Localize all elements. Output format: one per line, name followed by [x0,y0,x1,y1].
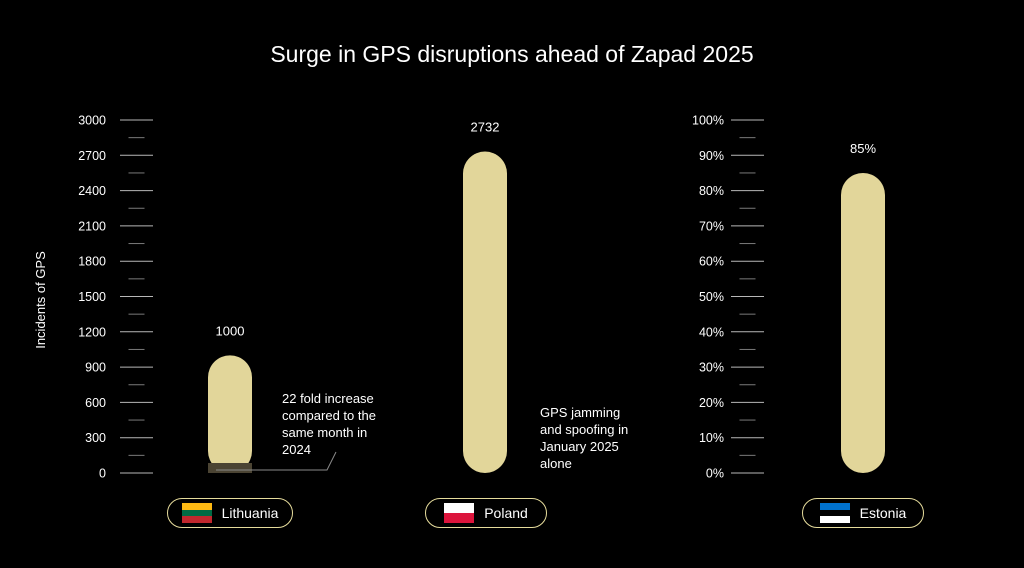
annotation-line: and spoofing in [540,422,628,437]
value-label-poland: 2732 [471,120,500,135]
lithuania-flag-stripe-3 [181,516,212,523]
left-axis-tick-label: 1800 [78,255,106,269]
country-pill-lithuania: Lithuania [167,498,293,528]
right-axis-tick-label: 40% [699,325,724,339]
left-axis-tick-label: 900 [85,361,106,375]
left-axis-tick-label: 3000 [78,114,106,128]
country-label-lithuania: Lithuania [221,505,279,521]
annotation-line: alone [540,456,572,471]
y-axis-label: Incidents of GPS [33,251,48,349]
bar-estonia [841,172,885,473]
annotation-line: GPS jamming [540,405,620,420]
value-label-lithuania: 1000 [216,323,245,338]
left-axis-tick-label: 2700 [78,149,106,163]
right-axis-tick-label: 70% [699,219,724,233]
estonia-flag-stripe-1 [819,503,850,510]
annotation-lithuania: 22 fold increase compared to the same mont… [282,391,376,457]
bar-lithuania [208,355,252,473]
bar-poland [463,151,507,473]
left-axis-tick-label: 2100 [78,219,106,233]
annotation-leader-line [216,451,337,471]
value-label-estonia: 85% [850,141,876,156]
estonia-flag-stripe-3 [819,516,850,523]
left-axis-tick-label: 600 [85,396,106,410]
right-axis-tick-label: 60% [699,255,724,269]
lithuania-flag-icon [181,503,212,523]
annotation-line: same month in [282,425,367,440]
poland-flag-stripe-2 [444,513,475,523]
annotation-line: 22 fold increase [282,391,374,406]
right-axis-tick-label: 90% [699,149,724,163]
country-label-estonia: Estonia [859,505,907,521]
right-axis-tick-label: 50% [699,290,724,304]
left-axis-tick-label: 1200 [78,325,106,339]
right-axis-tick-label: 100% [692,114,724,128]
right-axis-tick-label: 20% [699,396,724,410]
lithuania-2024-segment [208,463,252,473]
poland-flag-icon [444,503,475,523]
lithuania-flag-stripe-1 [181,503,212,510]
country-pill-poland: Poland [425,498,547,528]
estonia-flag-icon [819,503,850,523]
estonia-flag-stripe-2 [819,509,850,517]
lithuania-flag-stripe-2 [181,509,212,517]
bars: 1000 22 fold increase compared to the same … [208,120,885,473]
country-label-poland: Poland [484,505,528,521]
chart-title: Surge in GPS disruptions ahead of Zapad … [270,41,753,67]
poland-flag-stripe-1 [444,503,475,513]
right-axis-tick-label: 80% [699,184,724,198]
left-axis: 0 300 600 900 1200 1500 1800 2100 2400 2700 3000 [78,114,153,481]
right-axis-tick-label: 30% [699,361,724,375]
left-axis-tick-label: 0 [99,467,106,481]
right-axis-tick-label: 0% [706,467,724,481]
left-axis-tick-label: 300 [85,431,106,445]
country-pill-estonia: Estonia [802,498,924,528]
left-axis-tick-label: 2400 [78,184,106,198]
annotation-poland: GPS jamming and spoofing in January 2025 al… [540,405,628,471]
annotation-line: January 2025 [540,439,619,454]
annotation-line: compared to the [282,408,376,423]
left-axis-tick-label: 1500 [78,290,106,304]
right-axis-tick-label: 10% [699,431,724,445]
annotation-line: 2024 [282,442,311,457]
right-axis: 0% 10% 20% 30% 40% 50% 60% 70% 80% 90% 100% [692,114,764,481]
